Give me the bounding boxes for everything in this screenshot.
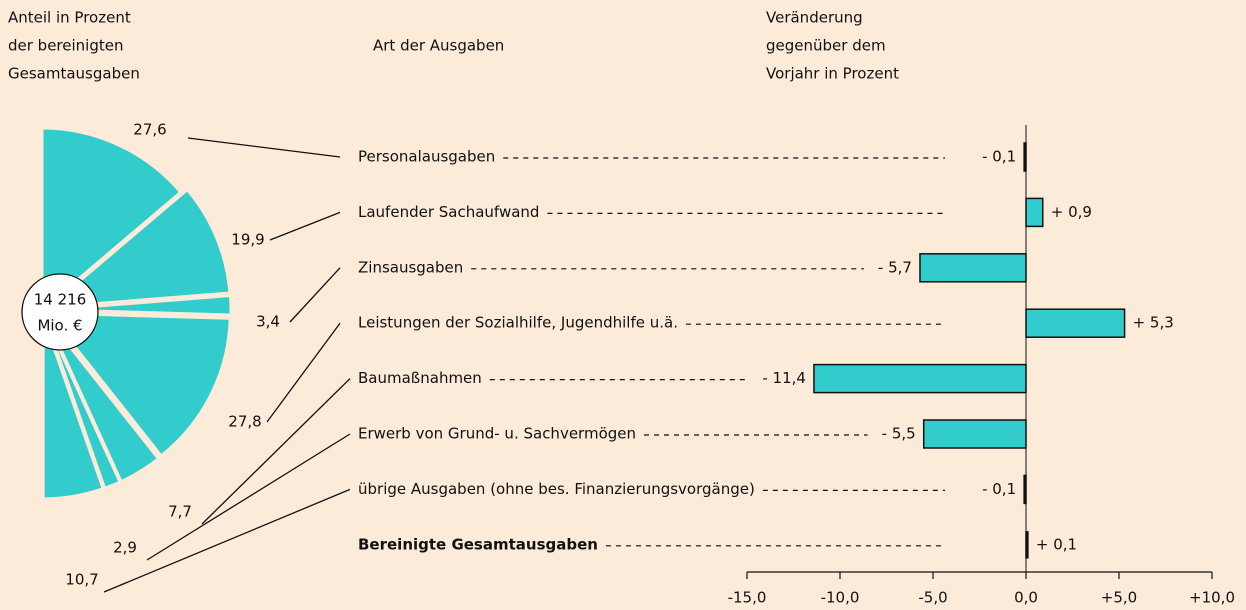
x-tick-label: -5,0 [918,589,947,607]
leader-line [187,137,341,158]
bar [813,363,1027,394]
bar-title: gegenüber dem [766,37,886,55]
leader-line [146,433,351,561]
category-label: Baumaßnahmen [358,369,482,387]
value-label: - 5,5 [882,425,916,443]
bar-title: Vorjahr in Prozent [766,65,899,83]
pie-slice [45,311,232,458]
leader-line [266,322,341,423]
x-tick-label: +5,0 [1101,589,1137,607]
x-tick-label: +10,0 [1189,589,1235,607]
slice-label: 10,7 [65,571,98,589]
pie-slice [41,316,106,501]
bar [1023,142,1027,172]
leader-line [289,267,341,323]
value-label: + 5,3 [1133,314,1174,332]
category-title: Art der Ausgaben [373,37,504,55]
center-circle [21,273,99,351]
category-label: übrige Ausgaben (ohne bes. Finanzierungs… [358,480,755,498]
value-label: + 0,9 [1051,203,1092,221]
leader-line [269,211,341,241]
value-label: - 0,1 [982,480,1016,498]
category-label: Laufender Sachaufwand [358,203,539,221]
center-label: Mio. € [37,317,82,335]
leader-line [103,488,351,593]
bar [1025,531,1029,559]
category-label: Personalausgaben [358,148,495,166]
center-label: 14 216 [34,291,87,309]
bar [1025,197,1044,228]
slice-label: 27,6 [133,121,166,139]
leader-line [201,378,351,525]
slice-label: 2,9 [113,539,137,557]
slice-label: 7,7 [168,503,192,521]
x-tick-label: -10,0 [821,589,860,607]
value-label: - 0,1 [982,148,1016,166]
pie-slice [40,126,183,314]
x-tick-label: 0,0 [1014,589,1038,607]
category-label: Zinsausgaben [358,258,463,276]
x-tick-label: -15,0 [728,589,767,607]
pie-title: Gesamtausgaben [8,65,140,83]
slice-label: 27,8 [228,413,261,431]
slice-label: 19,9 [231,231,264,249]
category-label: Erwerb von Grund- u. Sachvermögen [358,425,636,443]
pie-title: der bereinigten [8,37,123,55]
value-label: - 5,7 [878,258,912,276]
pie-title: Anteil in Prozent [8,9,131,27]
value-label: - 11,4 [762,369,806,387]
bar [1023,474,1027,505]
bar-title: Veränderung [766,9,863,27]
category-label: Leistungen der Sozialhilfe, Jugendhilfe … [358,314,678,332]
category-label: Bereinigte Gesamtausgaben [358,535,598,553]
bar [922,419,1027,449]
slice-label: 3,4 [256,313,280,331]
bar [919,253,1027,283]
bar [1025,308,1126,338]
value-label: + 0,1 [1036,535,1077,553]
pie-slice [43,187,232,310]
